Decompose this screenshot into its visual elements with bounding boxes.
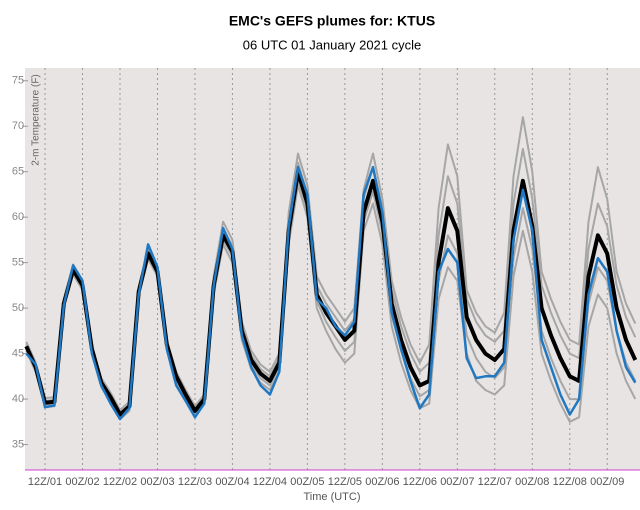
y-tick-label: 40 (12, 393, 24, 405)
y-tick-label: 60 (12, 211, 24, 223)
x-tick-label: 00Z/02 (65, 476, 99, 488)
x-tick-label: 00Z/04 (215, 476, 249, 488)
x-tick-label: 00Z/09 (590, 476, 624, 488)
y-tick-label: 65 (12, 166, 24, 178)
y-tick-label: 70 (12, 120, 24, 132)
x-axis-label: Time (UTC) (303, 491, 360, 503)
series-line (25, 184, 637, 423)
x-tick-label: 00Z/06 (365, 476, 399, 488)
x-tick-label: 12Z/01 (28, 476, 62, 488)
x-tick-label: 12Z/08 (553, 476, 587, 488)
y-tick-label: 75 (12, 75, 24, 87)
y-tick-label: 50 (12, 302, 24, 314)
chart-title: EMC's GEFS plumes for: KTUS (229, 13, 435, 29)
x-tick-label: 12Z/07 (478, 476, 512, 488)
x-tick-label: 00Z/05 (290, 476, 324, 488)
y-tick-label: 55 (12, 257, 24, 269)
y-tick-label: 35 (12, 438, 24, 450)
x-tick-label: 12Z/03 (178, 476, 212, 488)
x-tick-label: 12Z/02 (103, 476, 137, 488)
x-tick-label: 00Z/08 (515, 476, 549, 488)
chart-subtitle: 06 UTC 01 January 2021 cycle (243, 37, 421, 52)
y-axis-label: 2-m Temperature (F) (31, 74, 42, 166)
x-tick-label: 12Z/05 (328, 476, 362, 488)
x-tick-label: 00Z/03 (140, 476, 174, 488)
series-line (25, 165, 637, 421)
y-tick-label: 45 (12, 347, 24, 359)
x-tick-label: 12Z/04 (253, 476, 287, 488)
x-tick-label: 00Z/07 (440, 476, 474, 488)
x-tick-label: 12Z/06 (403, 476, 437, 488)
